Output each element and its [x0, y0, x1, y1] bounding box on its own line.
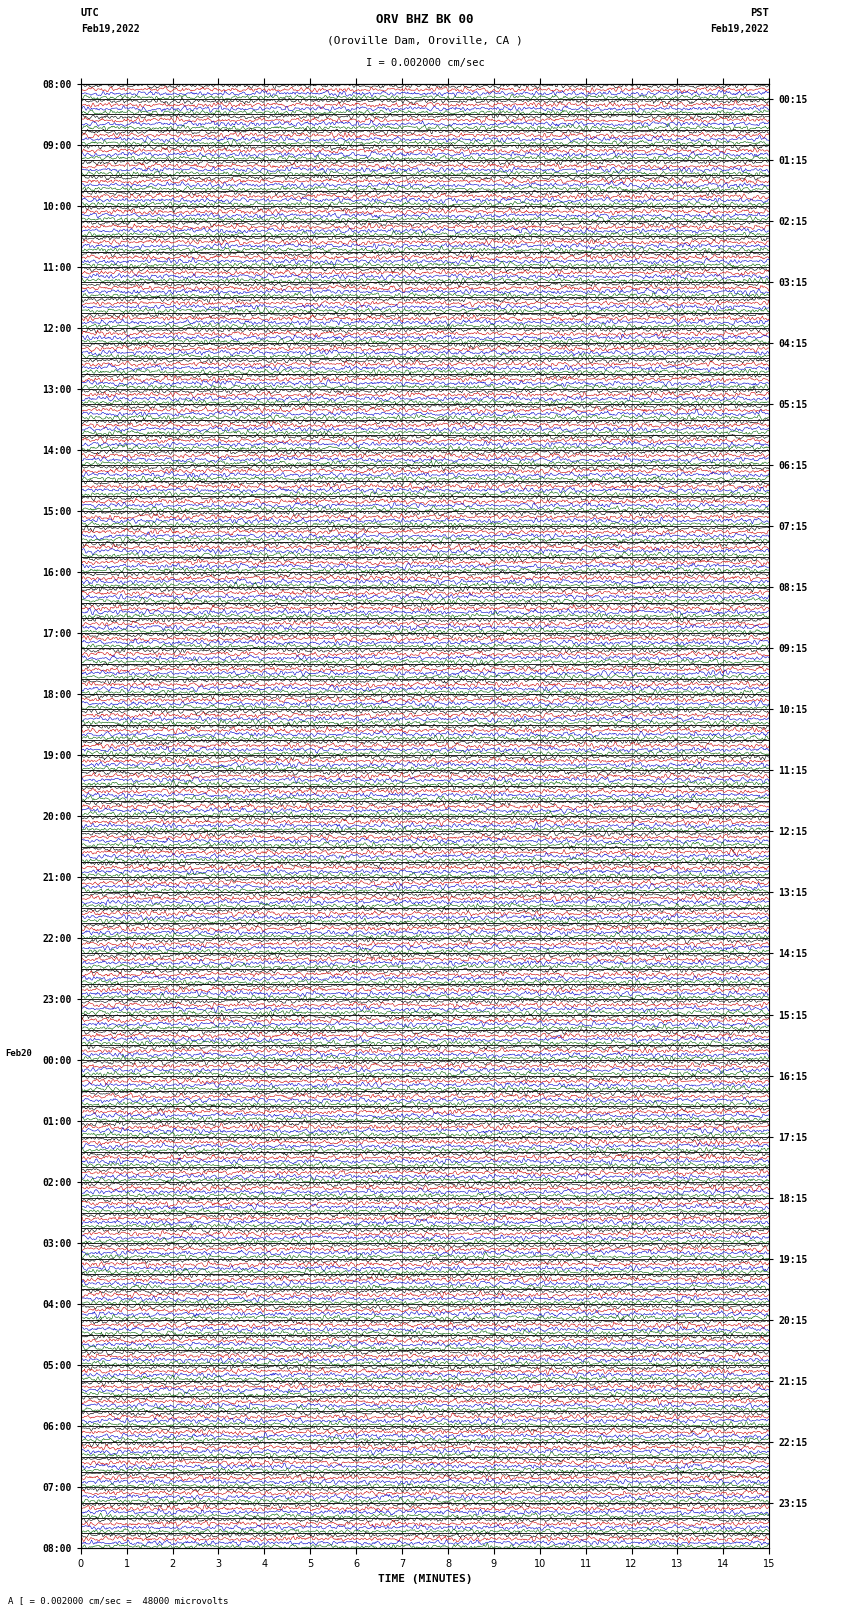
Text: Feb20: Feb20 — [6, 1048, 32, 1058]
Text: (Oroville Dam, Oroville, CA ): (Oroville Dam, Oroville, CA ) — [327, 35, 523, 45]
Text: A [ = 0.002000 cm/sec =  48000 microvolts: A [ = 0.002000 cm/sec = 48000 microvolts — [8, 1595, 229, 1605]
Text: Feb19,2022: Feb19,2022 — [81, 24, 139, 34]
Text: Feb19,2022: Feb19,2022 — [711, 24, 769, 34]
Text: ORV BHZ BK 00: ORV BHZ BK 00 — [377, 13, 473, 26]
X-axis label: TIME (MINUTES): TIME (MINUTES) — [377, 1574, 473, 1584]
Text: I = 0.002000 cm/sec: I = 0.002000 cm/sec — [366, 58, 484, 68]
Text: UTC: UTC — [81, 8, 99, 18]
Text: PST: PST — [751, 8, 769, 18]
